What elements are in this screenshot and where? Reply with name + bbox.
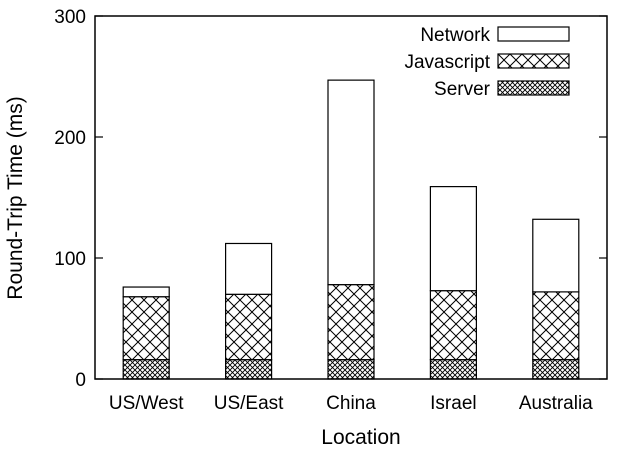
bar-javascript-us-west (122, 296, 170, 361)
y-tick-label: 0 (75, 370, 86, 391)
x-axis-title: Location (321, 426, 400, 449)
legend-swatch-server (497, 80, 570, 96)
legend-label-javascript: Javascript (404, 52, 490, 73)
x-tick-label: US/East (214, 393, 284, 414)
bar-server-australia (532, 359, 580, 380)
legend-label-network: Network (420, 25, 490, 46)
x-tick-label: US/West (109, 393, 184, 414)
bar-server-us-east (225, 359, 273, 380)
bar-network-australia (532, 218, 580, 293)
legend: Network Javascript Server (404, 25, 570, 100)
y-axis-title: Round-Trip Time (ms) (4, 96, 27, 299)
bar-network-us-east (225, 242, 273, 295)
plot-frame (94, 15, 608, 380)
x-tick-label: Israel (430, 393, 476, 414)
x-tick-label: Australia (519, 393, 593, 414)
legend-label-server: Server (434, 79, 491, 100)
legend-swatch-network (497, 26, 570, 42)
bar-network-israel (429, 186, 477, 292)
bar-server-china (327, 359, 375, 380)
bar-network-us-west (122, 286, 170, 298)
bar-network-china (327, 79, 375, 286)
x-tick-label: China (326, 393, 376, 414)
bar-javascript-us-east (225, 293, 273, 361)
bar-javascript-china (327, 284, 375, 361)
legend-swatch-javascript (497, 53, 570, 69)
y-tick-label: 200 (54, 128, 86, 149)
bar-javascript-israel (429, 290, 477, 361)
y-tick-label: 100 (54, 249, 86, 270)
y-tick-label: 300 (54, 7, 86, 28)
bar-server-us-west (122, 359, 170, 380)
bar-server-israel (429, 359, 477, 380)
bar-javascript-australia (532, 291, 580, 361)
